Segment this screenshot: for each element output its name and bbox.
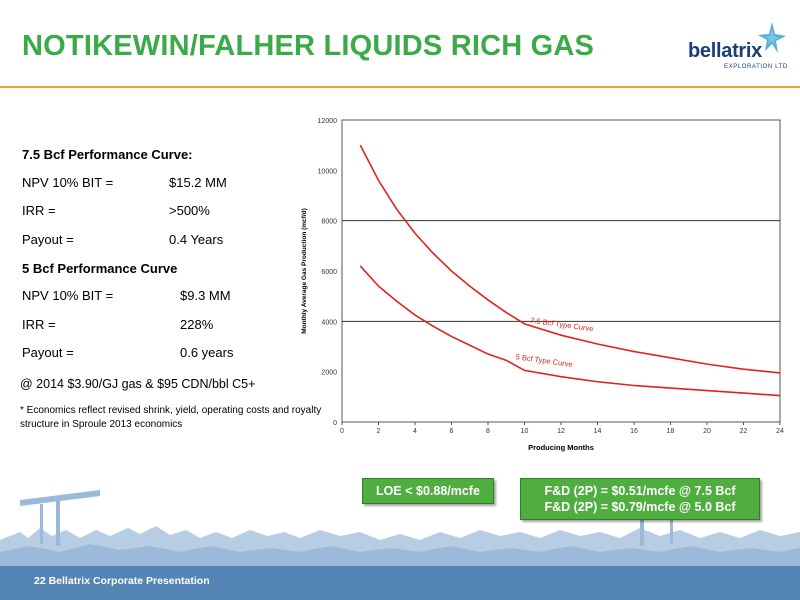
footer-bar	[0, 566, 800, 600]
x-tick-label: 24	[776, 428, 784, 435]
series-line	[359, 144, 781, 374]
metric-value: 0.4 Years	[169, 232, 224, 247]
footnote: * Economics reflect revised shrink, yiel…	[20, 405, 322, 430]
y-tick-label: 4000	[321, 319, 337, 326]
x-tick-label: 6	[450, 428, 454, 435]
x-tick-label: 12	[557, 428, 565, 435]
title-divider	[0, 86, 800, 88]
footer-page-label: 22 Bellatrix Corporate Presentation	[34, 575, 210, 587]
metric-label: IRR =	[22, 317, 56, 332]
metric-label: NPV 10% BIT =	[22, 175, 114, 190]
x-tick-label: 4	[413, 428, 417, 435]
fd-box: F&D (2P) = $0.51/mcfe @ 7.5 Bcf F&D (2P)…	[520, 478, 760, 520]
page-title: NOTIKEWIN/FALHER LIQUIDS RICH GAS	[22, 30, 595, 62]
y-tick-label: 12000	[318, 118, 338, 125]
x-tick-label: 0	[340, 428, 344, 435]
metric-value: 228%	[180, 317, 214, 332]
loe-box: LOE < $0.88/mcfe	[362, 478, 494, 504]
fd-line-75: F&D (2P) = $0.51/mcfe @ 7.5 Bcf	[544, 484, 736, 498]
metric-value: >500%	[169, 203, 210, 218]
y-tick-label: 6000	[321, 269, 337, 276]
x-tick-label: 8	[486, 428, 490, 435]
curve-5-heading: 5 Bcf Performance Curve	[22, 261, 178, 276]
curve-75-heading: 7.5 Bcf Performance Curve:	[22, 147, 193, 162]
pumpjack-icon	[20, 490, 100, 546]
metric-value: $15.2 MM	[169, 175, 227, 190]
y-tick-label: 10000	[318, 168, 338, 175]
metric-label: NPV 10% BIT =	[22, 288, 114, 303]
series-line	[359, 265, 781, 397]
pricing-note: @ 2014 $3.90/GJ gas & $95 CDN/bbl C5+	[20, 377, 256, 391]
y-tick-label: 0	[333, 420, 337, 427]
x-tick-label: 18	[667, 428, 675, 435]
metric-label: Payout =	[22, 345, 74, 360]
fd-line-5: F&D (2P) = $0.79/mcfe @ 5.0 Bcf	[544, 500, 736, 514]
plot-area	[341, 119, 781, 423]
metric-value: $9.3 MM	[180, 288, 231, 303]
logo-subtext: EXPLORATION LTD	[724, 64, 788, 70]
x-tick-label: 10	[521, 428, 529, 435]
y-tick-label: 2000	[321, 370, 337, 377]
metric-value: 0.6 years	[180, 345, 234, 360]
logo-text: bellatrix	[688, 40, 762, 62]
company-logo: bellatrix EXPLORATION LTD	[688, 18, 788, 74]
metric-label: IRR =	[22, 203, 56, 218]
star-logo-icon	[758, 22, 786, 53]
landscape-silhouette	[0, 490, 800, 570]
y-axis-label: Monthly Average Gas Production (mcf/d)	[301, 208, 308, 334]
x-tick-label: 14	[594, 428, 602, 435]
metric-label: Payout =	[22, 232, 74, 247]
x-tick-label: 2	[377, 428, 381, 435]
x-tick-label: 22	[740, 428, 748, 435]
x-tick-label: 20	[703, 428, 711, 435]
x-tick-label: 16	[630, 428, 638, 435]
y-tick-label: 8000	[321, 219, 337, 226]
x-axis-label: Producing Months	[528, 443, 594, 452]
